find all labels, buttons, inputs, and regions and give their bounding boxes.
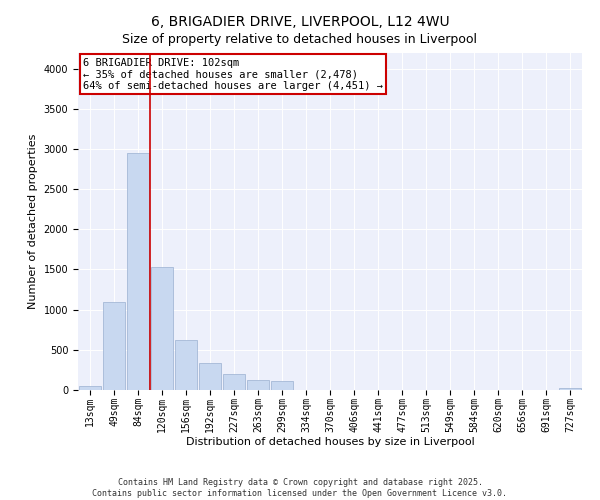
Bar bbox=[103, 302, 125, 390]
Bar bbox=[199, 364, 221, 390]
Text: Contains HM Land Registry data © Crown copyright and database right 2025.
Contai: Contains HM Land Registry data © Crown c… bbox=[92, 478, 508, 498]
Y-axis label: Number of detached properties: Number of detached properties bbox=[28, 134, 38, 309]
Text: Size of property relative to detached houses in Liverpool: Size of property relative to detached ho… bbox=[122, 32, 478, 46]
Bar bbox=[223, 374, 245, 390]
Text: 6 BRIGADIER DRIVE: 102sqm
← 35% of detached houses are smaller (2,478)
64% of se: 6 BRIGADIER DRIVE: 102sqm ← 35% of detac… bbox=[83, 58, 383, 91]
Bar bbox=[247, 380, 269, 390]
Bar bbox=[151, 267, 173, 390]
X-axis label: Distribution of detached houses by size in Liverpool: Distribution of detached houses by size … bbox=[185, 437, 475, 447]
Bar bbox=[79, 386, 101, 390]
Bar bbox=[559, 388, 581, 390]
Bar bbox=[127, 153, 149, 390]
Text: 6, BRIGADIER DRIVE, LIVERPOOL, L12 4WU: 6, BRIGADIER DRIVE, LIVERPOOL, L12 4WU bbox=[151, 15, 449, 29]
Bar bbox=[271, 381, 293, 390]
Bar bbox=[175, 340, 197, 390]
